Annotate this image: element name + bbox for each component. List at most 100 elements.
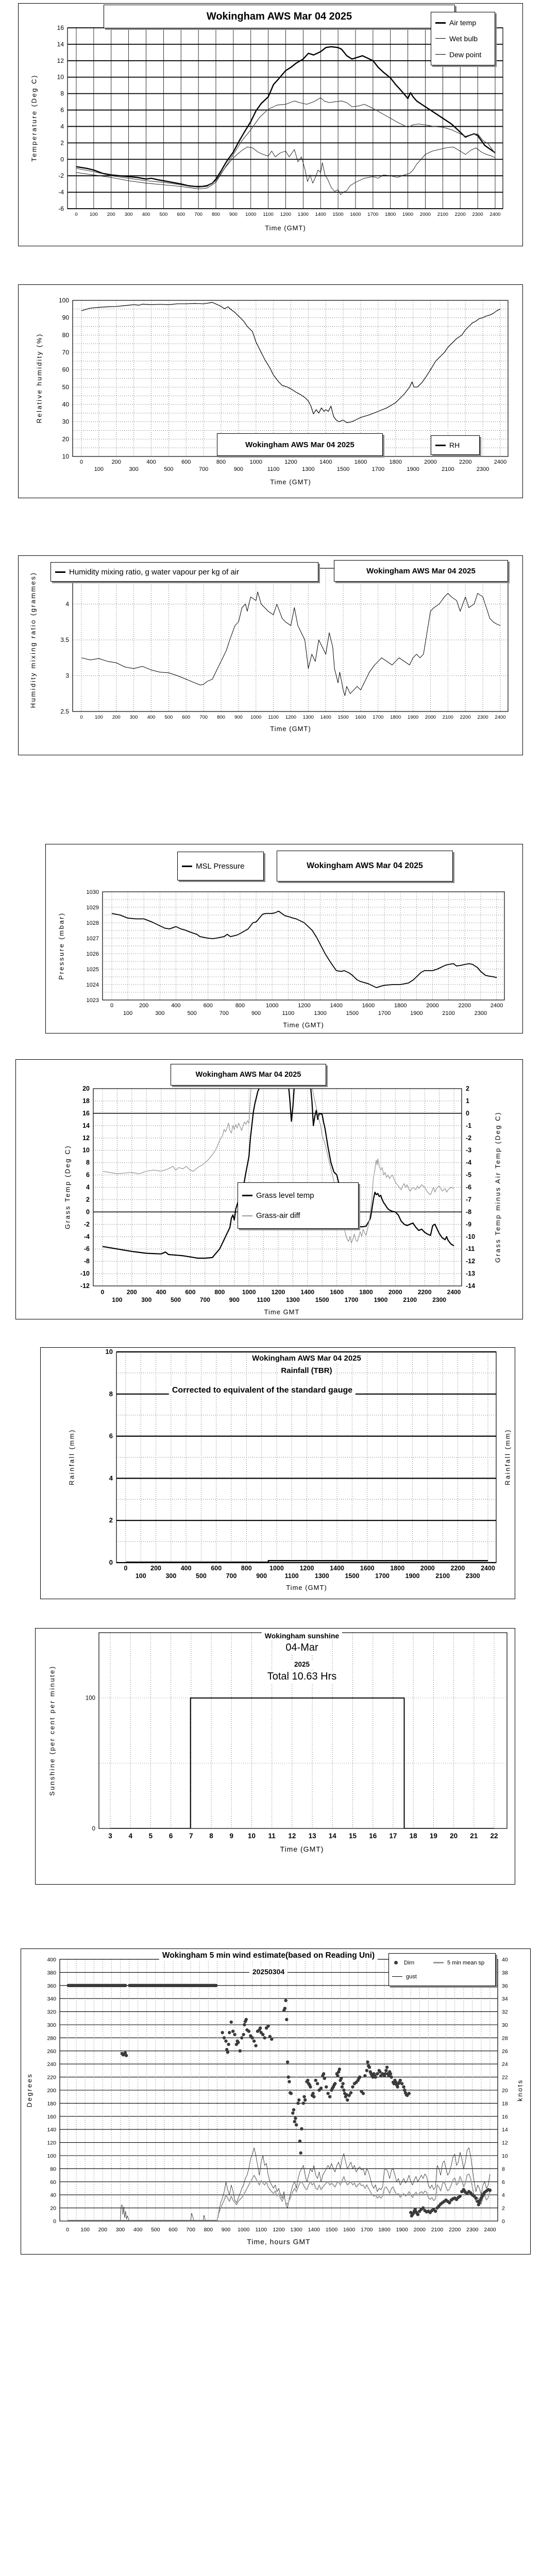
svg-text:100: 100 — [80, 2227, 90, 2233]
svg-text:2: 2 — [86, 1196, 90, 1203]
svg-text:700: 700 — [186, 2227, 195, 2233]
y-axis-label: Sunshine (per cent per minute) — [48, 1665, 56, 1796]
svg-text:400: 400 — [147, 715, 156, 720]
svg-text:1400: 1400 — [300, 1289, 314, 1296]
svg-text:17: 17 — [389, 1832, 397, 1840]
svg-text:1800: 1800 — [385, 212, 396, 217]
svg-text:-2: -2 — [58, 172, 64, 179]
svg-text:0: 0 — [80, 459, 83, 465]
svg-text:1000: 1000 — [238, 2227, 250, 2233]
svg-text:1700: 1700 — [373, 715, 383, 720]
svg-text:50: 50 — [62, 383, 70, 391]
svg-text:10: 10 — [106, 1348, 113, 1355]
svg-text:6: 6 — [502, 2179, 505, 2185]
svg-text:-11: -11 — [466, 1245, 475, 1252]
svg-text:1000: 1000 — [245, 212, 256, 217]
svg-text:4: 4 — [109, 1474, 113, 1482]
chart-panel-grass-temp: 0 100 200 300 400 500 600 700 800 900 1000 1100 1200… — [15, 1059, 523, 1319]
svg-text:40: 40 — [62, 401, 70, 408]
svg-text:7: 7 — [189, 1832, 193, 1840]
svg-text:16: 16 — [502, 2114, 508, 2120]
wet-bulb-line-swatch — [435, 38, 446, 39]
grass-temp-chart-svg: 0100200300400500600700800900100011001200… — [80, 1085, 475, 1303]
grass-temp-line-swatch — [242, 1195, 252, 1196]
svg-text:1200: 1200 — [298, 1003, 310, 1009]
svg-text:20: 20 — [502, 2088, 508, 2094]
svg-text:2400: 2400 — [481, 1565, 495, 1572]
svg-text:360: 360 — [47, 1983, 56, 1989]
svg-text:1500: 1500 — [333, 212, 344, 217]
svg-text:200: 200 — [127, 1289, 137, 1296]
svg-text:1000: 1000 — [242, 1289, 256, 1296]
svg-text:1300: 1300 — [314, 1010, 326, 1016]
legend-label: gust — [406, 1973, 417, 1980]
svg-text:2: 2 — [60, 139, 64, 146]
svg-text:2100: 2100 — [435, 1572, 450, 1580]
mean-speed-line-swatch — [433, 1962, 444, 1963]
svg-text:14: 14 — [57, 41, 64, 48]
svg-text:800: 800 — [204, 2227, 213, 2233]
svg-text:12: 12 — [82, 1134, 90, 1142]
x-axis-label: Time (GMT) — [283, 1021, 324, 1029]
legend-item: Grass level temp — [242, 1191, 354, 1200]
svg-text:12: 12 — [502, 2140, 508, 2146]
svg-text:900: 900 — [229, 1296, 240, 1303]
legend-label: Dew point — [449, 50, 482, 59]
svg-text:1800: 1800 — [390, 1565, 404, 1572]
svg-text:18: 18 — [82, 1097, 90, 1105]
svg-text:1200: 1200 — [272, 1289, 285, 1296]
svg-text:8: 8 — [209, 1832, 213, 1840]
svg-text:200: 200 — [112, 459, 121, 465]
svg-text:1900: 1900 — [405, 1572, 420, 1580]
mixing-ratio-line-swatch — [55, 571, 65, 573]
svg-text:2100: 2100 — [442, 1010, 454, 1016]
svg-text:100: 100 — [47, 2153, 56, 2159]
svg-text:3: 3 — [108, 1832, 112, 1840]
humidity-legend: RH — [431, 435, 480, 455]
svg-text:2: 2 — [502, 2206, 505, 2212]
svg-text:1000: 1000 — [269, 1565, 284, 1572]
svg-text:1300: 1300 — [298, 212, 309, 217]
svg-text:90: 90 — [62, 314, 70, 321]
legend-label: Humidity mixing ratio, g water vapour pe… — [69, 567, 240, 577]
svg-text:80: 80 — [50, 2166, 56, 2172]
sunshine-chart-svg: 3 4 5 6 7 8 9 10 11 12 13 14 15 16 17 18 19 20 21 22 0 100 — [86, 1632, 508, 1840]
chart-subtitle: 20250304 — [249, 1968, 288, 1976]
svg-text:14: 14 — [82, 1122, 90, 1129]
svg-text:9: 9 — [230, 1832, 234, 1840]
svg-text:1100: 1100 — [282, 1010, 295, 1016]
svg-text:-6: -6 — [84, 1245, 90, 1252]
svg-text:1300: 1300 — [290, 2227, 302, 2233]
svg-text:1600: 1600 — [362, 1003, 375, 1009]
svg-text:21: 21 — [470, 1832, 478, 1840]
svg-text:500: 500 — [196, 1572, 207, 1580]
svg-text:2: 2 — [466, 1085, 469, 1092]
svg-text:2200: 2200 — [455, 212, 466, 217]
svg-text:0: 0 — [60, 156, 64, 163]
legend-label: MSL Pressure — [196, 861, 245, 871]
x-axis-label: Time GMT — [264, 1308, 300, 1316]
chart-total: Total 10.63 Hrs — [264, 1671, 340, 1683]
svg-text:100: 100 — [123, 1010, 132, 1016]
svg-text:-12: -12 — [80, 1282, 90, 1290]
svg-text:2300: 2300 — [432, 1296, 446, 1303]
svg-text:900: 900 — [229, 212, 238, 217]
svg-text:38: 38 — [502, 1970, 508, 1976]
svg-text:1023: 1023 — [87, 997, 99, 1004]
svg-text:1600: 1600 — [330, 1289, 344, 1296]
svg-text:400: 400 — [146, 459, 156, 465]
legend-label: RH — [449, 441, 460, 449]
svg-text:600: 600 — [182, 715, 190, 720]
svg-text:1700: 1700 — [345, 1296, 359, 1303]
svg-text:8: 8 — [109, 1390, 113, 1398]
svg-text:24: 24 — [502, 2061, 508, 2067]
svg-text:1029: 1029 — [87, 905, 99, 911]
svg-text:1600: 1600 — [360, 1565, 375, 1572]
svg-text:400: 400 — [171, 1003, 180, 1009]
svg-text:40: 40 — [50, 2192, 56, 2198]
svg-text:700: 700 — [226, 1572, 237, 1580]
svg-text:800: 800 — [241, 1565, 252, 1572]
svg-text:600: 600 — [168, 2227, 178, 2233]
svg-text:11: 11 — [268, 1832, 276, 1840]
y-axis-label: Relative humidity (%) — [35, 333, 43, 423]
